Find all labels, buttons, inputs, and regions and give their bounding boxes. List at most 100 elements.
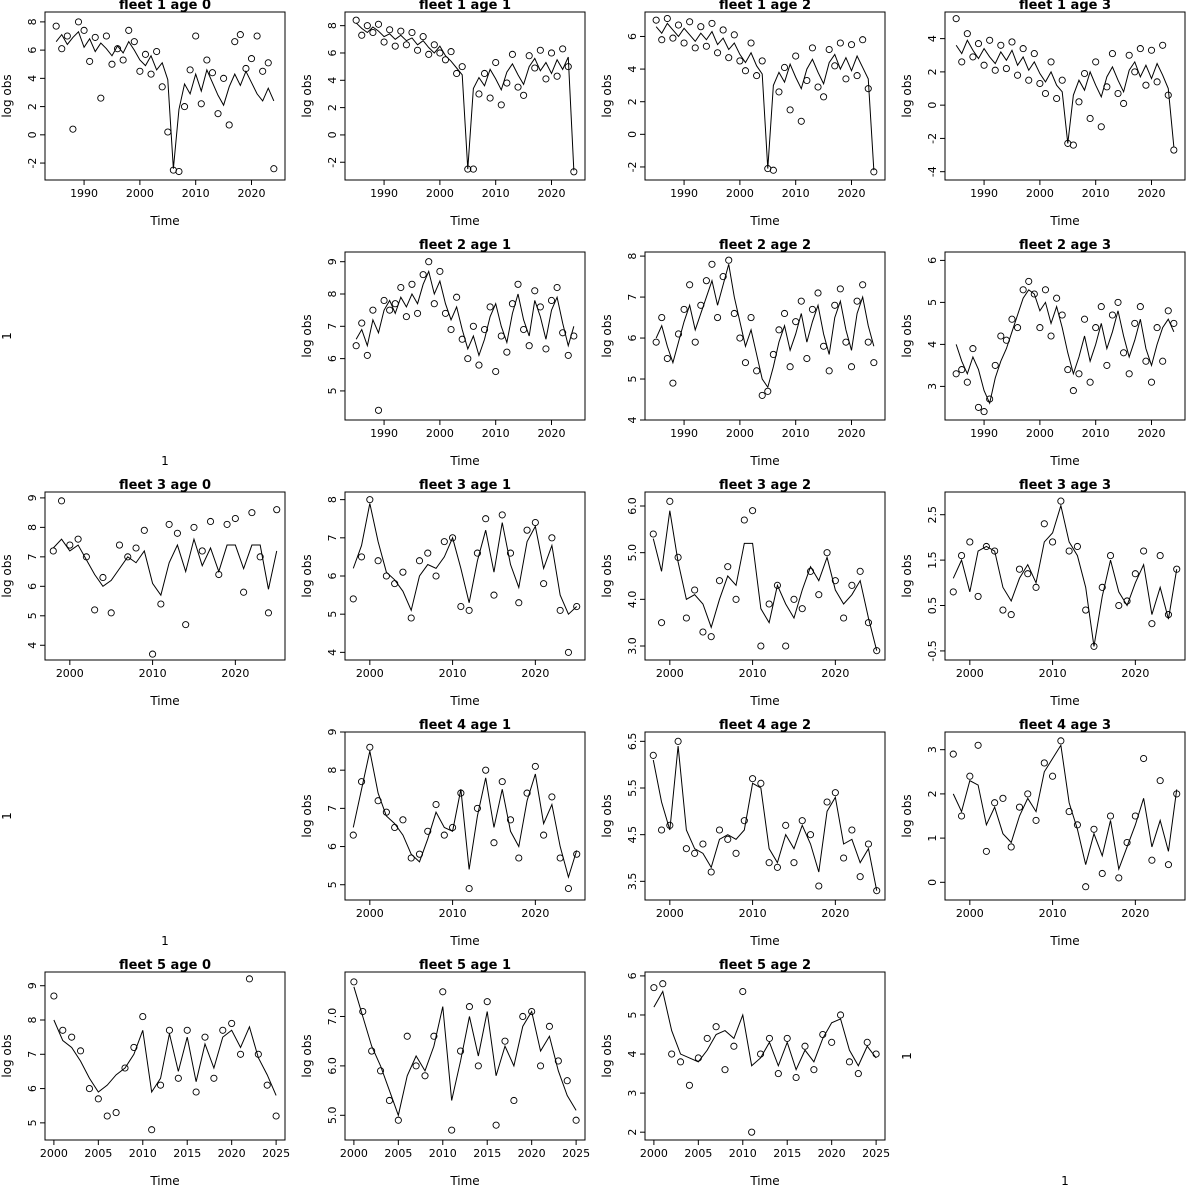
svg-text:4: 4	[626, 66, 639, 73]
svg-text:6: 6	[926, 257, 939, 264]
svg-text:4: 4	[326, 77, 339, 84]
svg-text:-2: -2	[626, 161, 639, 172]
x-axis-label: Time	[450, 1174, 480, 1188]
x-axis-label: Time	[750, 214, 780, 228]
svg-text:5.5: 5.5	[626, 779, 639, 797]
x-axis-label: Time	[750, 694, 780, 708]
svg-text:2010: 2010	[739, 667, 767, 680]
svg-text:4: 4	[926, 35, 939, 42]
plot-title: fleet 4 age 3	[1018, 718, 1112, 733]
svg-text:7.0: 7.0	[326, 1008, 339, 1026]
panel-fleet-3-age-3: fleet 3 age 3 log obs 2000 2010 2020 -0.5 0.…	[900, 478, 1200, 720]
x-axis-label: Time	[450, 214, 480, 228]
empty-panel-y-label: 1	[0, 332, 14, 340]
svg-text:2: 2	[26, 103, 39, 110]
svg-text:0: 0	[626, 131, 639, 138]
svg-text:2005: 2005	[84, 1147, 112, 1160]
plot-title: fleet 4 age 1	[418, 718, 512, 733]
svg-text:2000: 2000	[426, 187, 454, 200]
svg-text:2015: 2015	[473, 1147, 501, 1160]
svg-text:0: 0	[926, 879, 939, 886]
svg-text:-2: -2	[326, 157, 339, 168]
svg-text:2010: 2010	[482, 427, 510, 440]
svg-text:2020: 2020	[518, 1147, 546, 1160]
svg-text:2020: 2020	[838, 427, 866, 440]
svg-text:2020: 2020	[1121, 907, 1149, 920]
plot-title: fleet 1 age 2	[718, 0, 812, 13]
svg-text:2: 2	[626, 98, 639, 105]
svg-text:2.5: 2.5	[926, 506, 939, 524]
x-axis-label: Time	[1050, 694, 1080, 708]
svg-text:2000: 2000	[340, 1147, 368, 1160]
panel-fleet-4-age-3: fleet 4 age 3 log obs 2000 2010 2020 0 1 2 3 T…	[900, 718, 1200, 960]
plot-title: fleet 1 age 1	[418, 0, 512, 13]
svg-text:7: 7	[326, 323, 339, 330]
svg-text:5: 5	[926, 299, 939, 306]
svg-text:6: 6	[326, 843, 339, 850]
svg-text:-2: -2	[926, 133, 939, 144]
svg-text:2010: 2010	[739, 907, 767, 920]
svg-text:2: 2	[926, 790, 939, 797]
svg-text:1990: 1990	[670, 187, 698, 200]
svg-text:1990: 1990	[970, 427, 998, 440]
plot-title: fleet 3 age 1	[418, 478, 512, 493]
svg-text:3: 3	[626, 1090, 639, 1097]
svg-text:0: 0	[326, 131, 339, 138]
svg-text:2000: 2000	[356, 667, 384, 680]
svg-text:4: 4	[26, 75, 39, 82]
svg-text:1: 1	[926, 835, 939, 842]
plot-title: fleet 1 age 0	[118, 0, 212, 13]
svg-text:8: 8	[326, 496, 339, 503]
svg-text:-2: -2	[26, 158, 39, 169]
chart-canvas: 2000 2010 2020 4 5 6 7 8 9	[26, 491, 286, 680]
svg-text:8: 8	[326, 767, 339, 774]
svg-text:2025: 2025	[562, 1147, 590, 1160]
svg-text:6.0: 6.0	[326, 1057, 339, 1075]
svg-text:1990: 1990	[370, 187, 398, 200]
chart-canvas: 1990 2000 2010 2020 -2 0 2 4 6 8	[326, 11, 586, 200]
svg-text:-0.5: -0.5	[926, 640, 939, 661]
svg-text:2: 2	[326, 104, 339, 111]
svg-text:2015: 2015	[773, 1147, 801, 1160]
svg-text:2010: 2010	[1082, 187, 1110, 200]
svg-text:5: 5	[26, 612, 39, 619]
svg-text:2020: 2020	[538, 427, 566, 440]
svg-text:2010: 2010	[139, 667, 167, 680]
svg-text:2015: 2015	[173, 1147, 201, 1160]
svg-text:2000: 2000	[956, 667, 984, 680]
svg-text:9: 9	[26, 494, 39, 501]
svg-text:0: 0	[926, 102, 939, 109]
svg-text:2000: 2000	[126, 187, 154, 200]
svg-text:2000: 2000	[1026, 187, 1054, 200]
svg-text:2020: 2020	[218, 1147, 246, 1160]
svg-text:1990: 1990	[70, 187, 98, 200]
svg-text:2000: 2000	[426, 427, 454, 440]
panel-fleet-5-age-1: fleet 5 age 1 log obs 2000 2005 2010 2015 20…	[300, 958, 600, 1200]
svg-text:2020: 2020	[818, 1147, 846, 1160]
empty-panel-y-label: 1	[0, 812, 14, 820]
x-axis-label: Time	[150, 1174, 180, 1188]
svg-text:2010: 2010	[782, 427, 810, 440]
svg-text:6: 6	[626, 33, 639, 40]
svg-text:2020: 2020	[1138, 187, 1166, 200]
x-axis-label: Time	[750, 934, 780, 948]
panel-fleet-4-age-1: fleet 4 age 1 log obs 2000 2010 2020 5 6 7 8 9 …	[300, 718, 600, 960]
svg-text:0: 0	[26, 131, 39, 138]
panel-fleet-5-age-2: fleet 5 age 2 log obs 2000 2005 2010 2015 20…	[600, 958, 900, 1200]
svg-text:6: 6	[26, 1085, 39, 1092]
svg-text:2000: 2000	[656, 667, 684, 680]
plot-title: fleet 5 age 0	[118, 958, 212, 973]
empty-panel-x-label: 1	[161, 934, 169, 948]
svg-text:2025: 2025	[262, 1147, 290, 1160]
svg-text:6: 6	[326, 573, 339, 580]
svg-text:8: 8	[26, 18, 39, 25]
svg-text:2020: 2020	[838, 187, 866, 200]
chart-canvas: 2000 2010 2020 3.0 4.0 5.0 6.0	[626, 491, 886, 680]
svg-text:2010: 2010	[1082, 427, 1110, 440]
svg-text:2000: 2000	[1026, 427, 1054, 440]
svg-text:2020: 2020	[1138, 427, 1166, 440]
svg-text:2020: 2020	[238, 187, 266, 200]
x-axis-label: Time	[1050, 934, 1080, 948]
plot-title: fleet 3 age 3	[1018, 478, 1112, 493]
